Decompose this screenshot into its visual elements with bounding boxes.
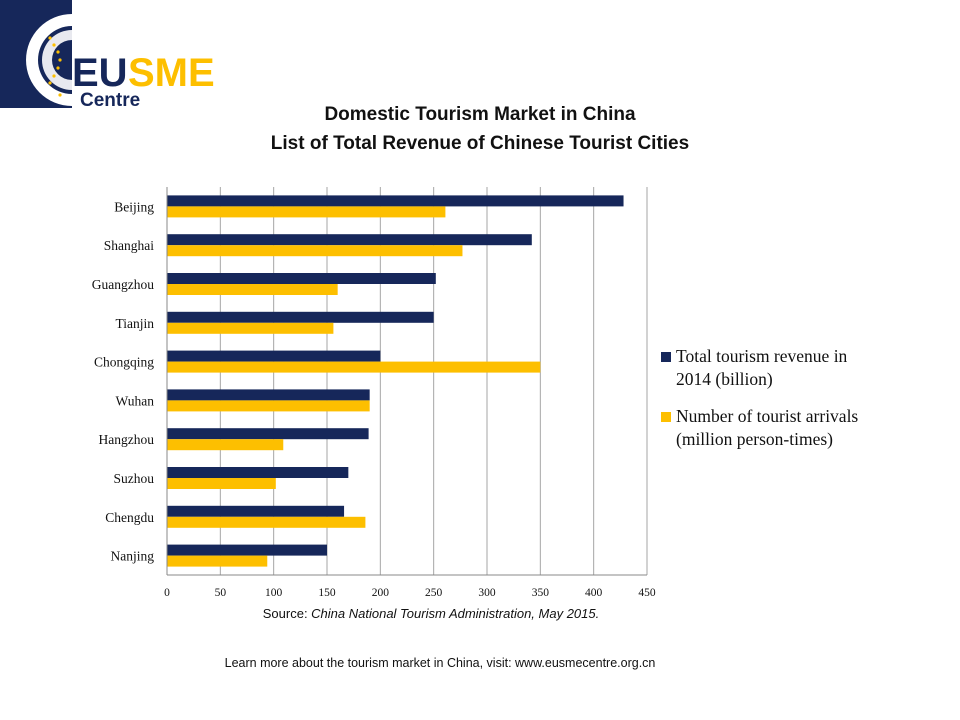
bar-arrivals-nanjing — [167, 555, 268, 567]
legend-swatch-arrivals — [661, 412, 671, 422]
x-tick-label-200: 200 — [372, 587, 390, 599]
x-tick-label-50: 50 — [215, 587, 227, 599]
source-text: China National Tourism Administration, M… — [311, 606, 600, 621]
legend-item-arrivals: Number of tourist arrivals (million pers… — [661, 405, 901, 451]
legend-item-revenue: Total tourism revenue in 2014 (billion) — [661, 345, 901, 391]
bar-revenue-chengdu — [167, 505, 345, 517]
bar-arrivals-tianjin — [167, 322, 334, 334]
bar-arrivals-guangzhou — [167, 284, 338, 295]
bar-arrivals-chengdu — [167, 516, 366, 528]
bar-arrivals-chongqing — [167, 361, 541, 373]
x-tick-label-300: 300 — [478, 587, 496, 599]
footer-note: Learn more about the tourism market in C… — [224, 656, 656, 670]
legend-label-revenue-line2: 2014 (billion) — [676, 369, 773, 389]
eusme-centre-logo: EU SME Centre — [0, 0, 215, 110]
bar-revenue-wuhan — [167, 389, 370, 401]
x-tick-label-100: 100 — [265, 587, 283, 599]
x-tick-label-400: 400 — [585, 587, 603, 599]
bar-arrivals-beijing — [167, 206, 446, 218]
category-label-chongqing: Chongqing — [94, 355, 154, 370]
source-label: Source: — [262, 606, 312, 621]
bar-revenue-chongqing — [167, 350, 381, 362]
bar-arrivals-hangzhou — [167, 439, 284, 451]
x-tick-label-0: 0 — [164, 587, 170, 599]
bar-arrivals-shanghai — [167, 245, 463, 257]
bar-arrivals-suzhou — [167, 478, 276, 489]
x-tick-label-350: 350 — [532, 587, 550, 599]
bar-revenue-beijing — [167, 195, 624, 207]
category-label-shanghai: Shanghai — [104, 238, 154, 253]
legend-label-arrivals-line2: (million person-times) — [676, 429, 833, 449]
bar-revenue-tianjin — [167, 311, 434, 323]
category-label-tianjin: Tianjin — [115, 316, 154, 331]
category-label-suzhou: Suzhou — [114, 471, 155, 486]
bar-revenue-guangzhou — [167, 273, 436, 284]
bar-revenue-hangzhou — [167, 428, 369, 440]
category-label-chengdu: Chengdu — [105, 510, 154, 525]
logo-brand-eu: EU — [72, 51, 128, 95]
legend-label-revenue-line1: Total tourism revenue in — [676, 346, 848, 366]
x-tick-label-250: 250 — [425, 587, 443, 599]
chart-title-line2: List of Total Revenue of Chinese Tourist… — [270, 133, 690, 154]
bar-revenue-suzhou — [167, 467, 349, 478]
category-label-hangzhou: Hangzhou — [99, 432, 155, 447]
bar-revenue-shanghai — [167, 234, 532, 246]
category-label-nanjing: Nanjing — [111, 549, 155, 564]
category-label-guangzhou: Guangzhou — [92, 277, 154, 292]
x-tick-label-450: 450 — [638, 587, 656, 599]
logo-sub-text: Centre — [80, 90, 140, 110]
logo-brand-sme: SME — [128, 51, 215, 95]
source-note: Source: China National Tourism Administr… — [0, 606, 862, 621]
category-label-beijing: Beijing — [114, 199, 154, 214]
category-label-wuhan: Wuhan — [116, 393, 155, 408]
x-tick-label-150: 150 — [318, 587, 336, 599]
legend-swatch-revenue — [661, 352, 671, 362]
bar-revenue-nanjing — [167, 544, 327, 556]
bar-arrivals-wuhan — [167, 400, 370, 412]
legend-label-arrivals-line1: Number of tourist arrivals — [676, 406, 859, 426]
chart-title-line1: Domestic Tourism Market in China — [324, 104, 636, 125]
